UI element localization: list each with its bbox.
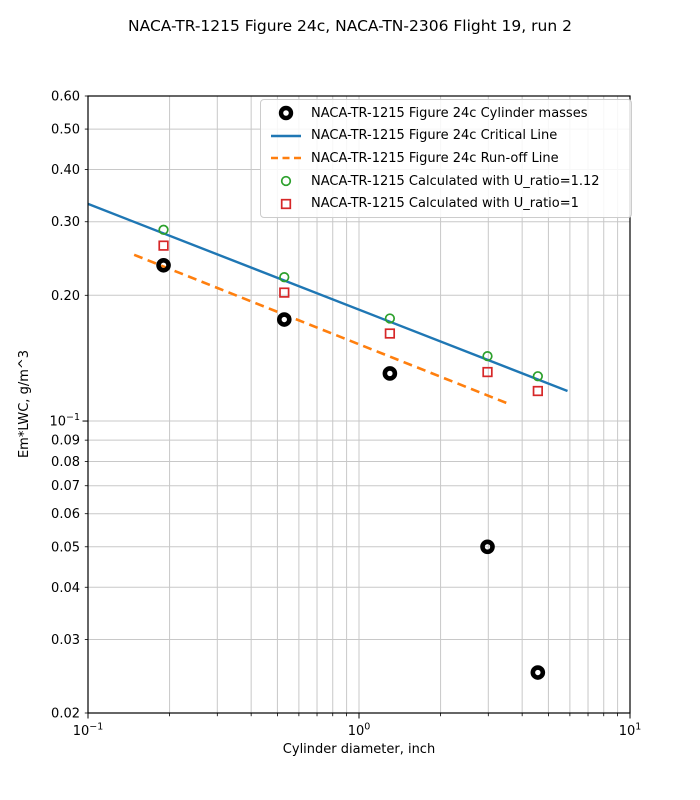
legend-label: NACA-TR-1215 Figure 24c Run-off Line <box>311 150 559 166</box>
y-tick-label: 10−1 <box>49 412 80 430</box>
y-tick-label: 0.05 <box>51 540 80 555</box>
dashed-line-icon <box>269 150 303 166</box>
x-tick-label: 100 <box>348 722 371 740</box>
data-point-series-3 <box>279 272 290 283</box>
y-tick-label: 0.09 <box>51 434 80 449</box>
tick-labels: 10−1 100 101 0.60 0.50 0.40 0.30 0.20 10−1 0.09 0.… <box>49 90 641 740</box>
data-point-series-4 <box>279 287 290 298</box>
y-tick-label: 0.06 <box>51 507 80 522</box>
data-point-series-0 <box>480 539 495 555</box>
y-tick-label: 0.04 <box>51 581 80 596</box>
data-point-series-4 <box>158 240 169 251</box>
legend-item-cylinder-masses: NACA-TR-1215 Figure 24c Cylinder masses <box>269 102 627 125</box>
axis-ticks <box>82 95 631 719</box>
data-point-series-3 <box>384 313 396 324</box>
line-series-2 <box>133 253 509 405</box>
data-point-series-3 <box>532 371 543 382</box>
bold-open-circle-icon <box>269 105 303 121</box>
legend-item-uratio-1: NACA-TR-1215 Calculated with U_ratio=1 <box>269 192 627 215</box>
data-point-series-0 <box>276 312 292 327</box>
series-markers <box>156 224 546 680</box>
open-square-icon <box>269 196 303 212</box>
data-point-series-0 <box>382 366 398 381</box>
legend-label: NACA-TR-1215 Calculated with U_ratio=1.1… <box>311 173 600 189</box>
data-point-series-3 <box>158 224 169 235</box>
y-tick-label: 0.60 <box>51 90 80 105</box>
data-point-series-4 <box>384 328 396 339</box>
series-lines <box>87 202 568 405</box>
x-axis-label: Cylinder diameter, inch <box>283 742 435 757</box>
chart-title: NACA-TR-1215 Figure 24c, NACA-TN-2306 Fl… <box>128 17 572 35</box>
x-tick-label: 10−1 <box>73 722 104 740</box>
legend-item-uratio-112: NACA-TR-1215 Calculated with U_ratio=1.1… <box>269 170 627 193</box>
legend-label: NACA-TR-1215 Figure 24c Cylinder masses <box>311 105 588 121</box>
x-tick-label: 101 <box>619 722 642 740</box>
legend-item-critical-line: NACA-TR-1215 Figure 24c Critical Line <box>269 125 627 148</box>
legend-label: NACA-TR-1215 Calculated with U_ratio=1 <box>311 196 579 212</box>
y-axis-label: Em*LWC, g/m^3 <box>17 350 32 458</box>
legend-label: NACA-TR-1215 Figure 24c Critical Line <box>311 128 558 144</box>
data-point-series-4 <box>532 385 543 397</box>
solid-line-icon <box>269 128 303 144</box>
y-tick-label: 0.40 <box>51 163 80 178</box>
legend-item-runoff-line: NACA-TR-1215 Figure 24c Run-off Line <box>269 147 627 170</box>
data-point-series-4 <box>482 366 493 378</box>
legend: NACA-TR-1215 Figure 24c Cylinder masses … <box>260 99 632 218</box>
y-tick-label: 0.03 <box>51 633 80 648</box>
data-point-series-3 <box>482 351 493 362</box>
y-tick-label: 0.50 <box>51 123 80 138</box>
y-tick-label: 0.02 <box>51 707 80 722</box>
y-tick-label: 0.30 <box>51 215 80 230</box>
data-point-series-0 <box>530 665 546 680</box>
y-tick-label: 0.07 <box>51 479 80 494</box>
data-point-series-0 <box>156 257 171 273</box>
y-tick-label: 0.20 <box>51 289 80 304</box>
open-circle-icon <box>269 173 303 189</box>
y-tick-label: 0.08 <box>51 455 80 470</box>
